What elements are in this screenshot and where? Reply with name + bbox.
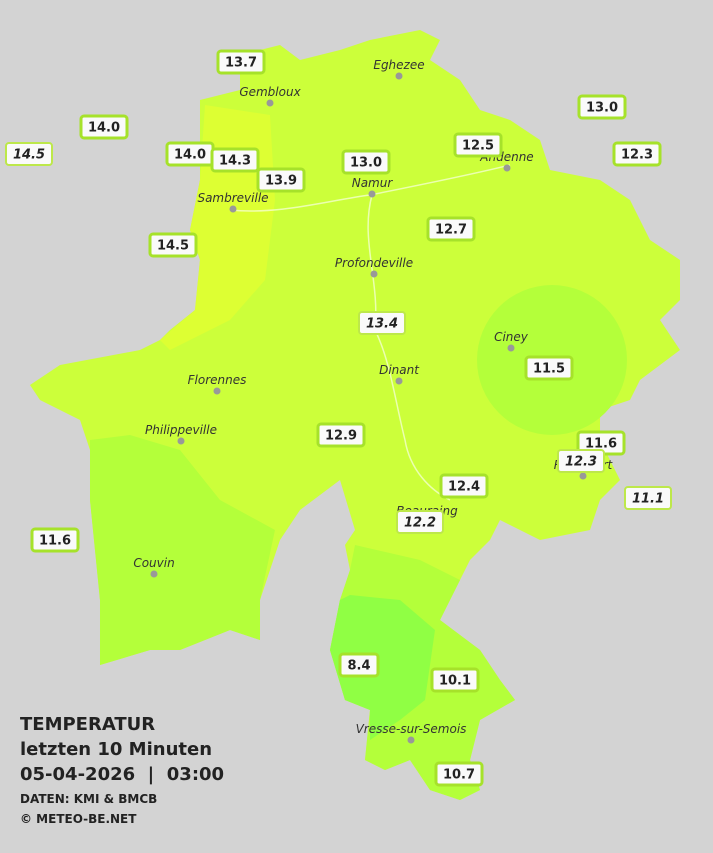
cold-zone [330,595,435,740]
station-value: 14.5 [157,239,189,254]
place-dot [150,570,158,578]
station-value: 13.7 [225,56,257,71]
info-datetime: 05-04-2026 | 03:00 [20,764,224,785]
place-name: Gembloux [239,85,301,99]
station-value: 10.7 [443,768,475,783]
station-box [316,422,366,448]
station-value: 13.4 [366,317,398,332]
station-value: 14.3 [219,154,251,169]
station-value: 12.3 [621,148,653,163]
place-name: Profondeville [335,256,413,270]
station-box [210,147,260,173]
station-value: 12.7 [435,223,467,238]
station-value: 14.5 [13,148,45,163]
station-box [624,486,672,510]
info-copyright: © METEO-BE.NET [20,812,137,826]
info-source: DATEN: KMI & BMCB [20,792,157,806]
info-subtitle: letzten 10 Minuten [20,739,212,760]
place-name: Vresse-sur-Semois [356,722,467,736]
place-dot [407,736,415,744]
station-box [341,149,391,175]
station-box [557,449,605,473]
station-box [256,167,306,193]
place-name: Namur [352,176,394,190]
place-name: Philippeville [145,423,217,437]
place-name: Dinant [379,363,420,377]
place-dot [395,377,403,385]
station-box [439,473,489,499]
station-value: 14.0 [174,148,206,163]
station-value: 11.1 [632,492,664,507]
place-dot [503,164,511,172]
station-value: 14.0 [88,121,120,136]
station-value: 11.6 [585,437,617,452]
station-value: 8.4 [347,659,370,674]
place-name: Ciney [494,330,529,344]
station-box [426,216,476,242]
station-value: 11.5 [533,362,565,377]
place-dot [395,72,403,80]
station-box [430,667,480,693]
station-box [79,114,129,140]
station-value: 12.3 [565,455,597,470]
place-dot [177,437,185,445]
station-value: 12.2 [404,516,436,531]
cool-zone [90,435,275,665]
station-value: 10.1 [439,674,471,689]
place-dot [507,344,515,352]
station-box [396,510,444,534]
place-dot [266,99,274,107]
station-box [612,141,662,167]
station-box [453,132,503,158]
station-value: 12.4 [448,480,480,495]
station-box [524,355,574,381]
station-box [577,94,627,120]
place-dot [213,387,221,395]
place-name: Eghezee [373,58,424,72]
place-dot [229,205,237,213]
station-box [5,142,53,166]
info-title: TEMPERATUR [20,714,155,735]
station-box [30,527,80,553]
station-value: 13.0 [350,156,382,171]
station-box [358,311,406,335]
place-dot [370,270,378,278]
place-dot [579,472,587,480]
station-box [434,761,484,787]
place-name: Sambreville [197,191,268,205]
station-value: 13.9 [265,174,297,189]
station-value: 12.9 [325,429,357,444]
station-box [338,652,380,678]
station-value: 11.6 [39,534,71,549]
station-box [148,232,198,258]
place-dot [368,190,376,198]
station-box [216,49,266,75]
station-value: 12.5 [462,139,494,154]
place-name: Couvin [133,556,174,570]
station-value: 13.0 [586,101,618,116]
place-name: Florennes [188,373,247,387]
